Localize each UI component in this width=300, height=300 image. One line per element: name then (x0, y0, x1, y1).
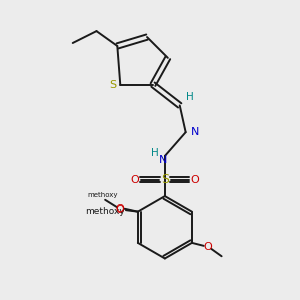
Text: S: S (161, 173, 169, 186)
Text: O: O (116, 205, 124, 215)
Text: O: O (131, 175, 140, 185)
Text: N: N (190, 127, 199, 137)
Text: N: N (159, 155, 168, 165)
Text: O: O (116, 204, 124, 214)
Text: methoxy: methoxy (85, 207, 125, 216)
Text: H: H (151, 148, 158, 158)
Text: S: S (109, 80, 116, 90)
Text: methoxy: methoxy (87, 192, 117, 198)
Text: H: H (186, 92, 194, 101)
Text: O: O (190, 175, 199, 185)
Text: O: O (204, 242, 213, 252)
